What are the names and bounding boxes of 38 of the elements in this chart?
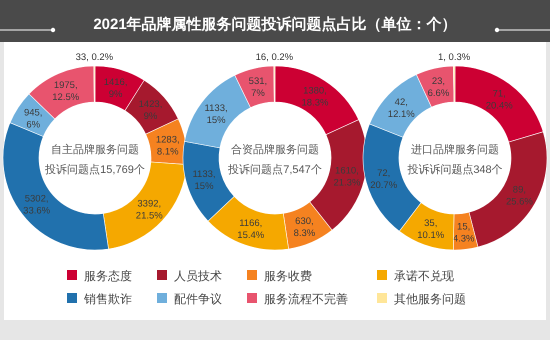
legend-label: 承诺不兑现 — [394, 269, 454, 283]
text: 投诉问题点15,769个 — [44, 163, 145, 176]
data-label: 23, 6.6% — [428, 76, 450, 99]
data-label: 630, 8.3% — [294, 216, 316, 239]
data-label: 5302, 33.6% — [23, 193, 51, 216]
data-label: 1166, 15.4% — [237, 218, 265, 241]
data-label: 945, 6% — [24, 107, 42, 130]
text: 投诉诉问题点348个 — [406, 163, 503, 176]
legend-label: 其他服务问题 — [394, 292, 466, 306]
legend-label: 服务流程不完善 — [264, 292, 348, 306]
data-label: 1133, 15% — [204, 103, 228, 126]
data-label: 531, 7% — [248, 76, 268, 99]
data-label: 1416, 9% — [104, 76, 128, 100]
legend-label: 销售欺诈 — [83, 292, 132, 306]
text: 投诉问题点7,547个 — [227, 163, 322, 176]
data-label: 3392, 21.5% — [136, 198, 164, 222]
text: 进口品牌服务问题 — [411, 143, 499, 156]
chart-title: 2021年品牌属性服务问题投诉问题点占比（单位：个） — [93, 16, 457, 33]
data-label: 35, 10.1% — [417, 218, 445, 241]
legend-label: 服务态度 — [84, 269, 132, 283]
data-label: 42, 12.1% — [388, 97, 416, 120]
data-label: 1283, 8.1% — [156, 134, 180, 158]
data-label: 89, 25.6% — [506, 184, 534, 208]
data-label: 1423, 9% — [138, 99, 162, 122]
data-label: 33, 0.2% — [76, 52, 114, 63]
data-label: 1610, 21.3% — [333, 165, 361, 188]
text: 合资品牌服务问题 — [231, 143, 319, 156]
data-label: 1975, 12.5% — [52, 80, 80, 104]
legend-label: 人员技术 — [174, 269, 222, 283]
text: 自主品牌服务问题 — [51, 143, 139, 156]
data-label: 16, 0.2% — [256, 52, 294, 63]
data-label: 71, 20.4% — [486, 88, 514, 112]
legend-label: 服务收费 — [264, 269, 312, 283]
data-label: 1, 0.3% — [438, 52, 471, 64]
data-label: 72, 20.7% — [370, 168, 398, 191]
legend-label: 配件争议 — [174, 292, 222, 306]
data-label: 1380, 18.3% — [301, 86, 329, 109]
data-label: 1133, 15% — [192, 168, 216, 192]
